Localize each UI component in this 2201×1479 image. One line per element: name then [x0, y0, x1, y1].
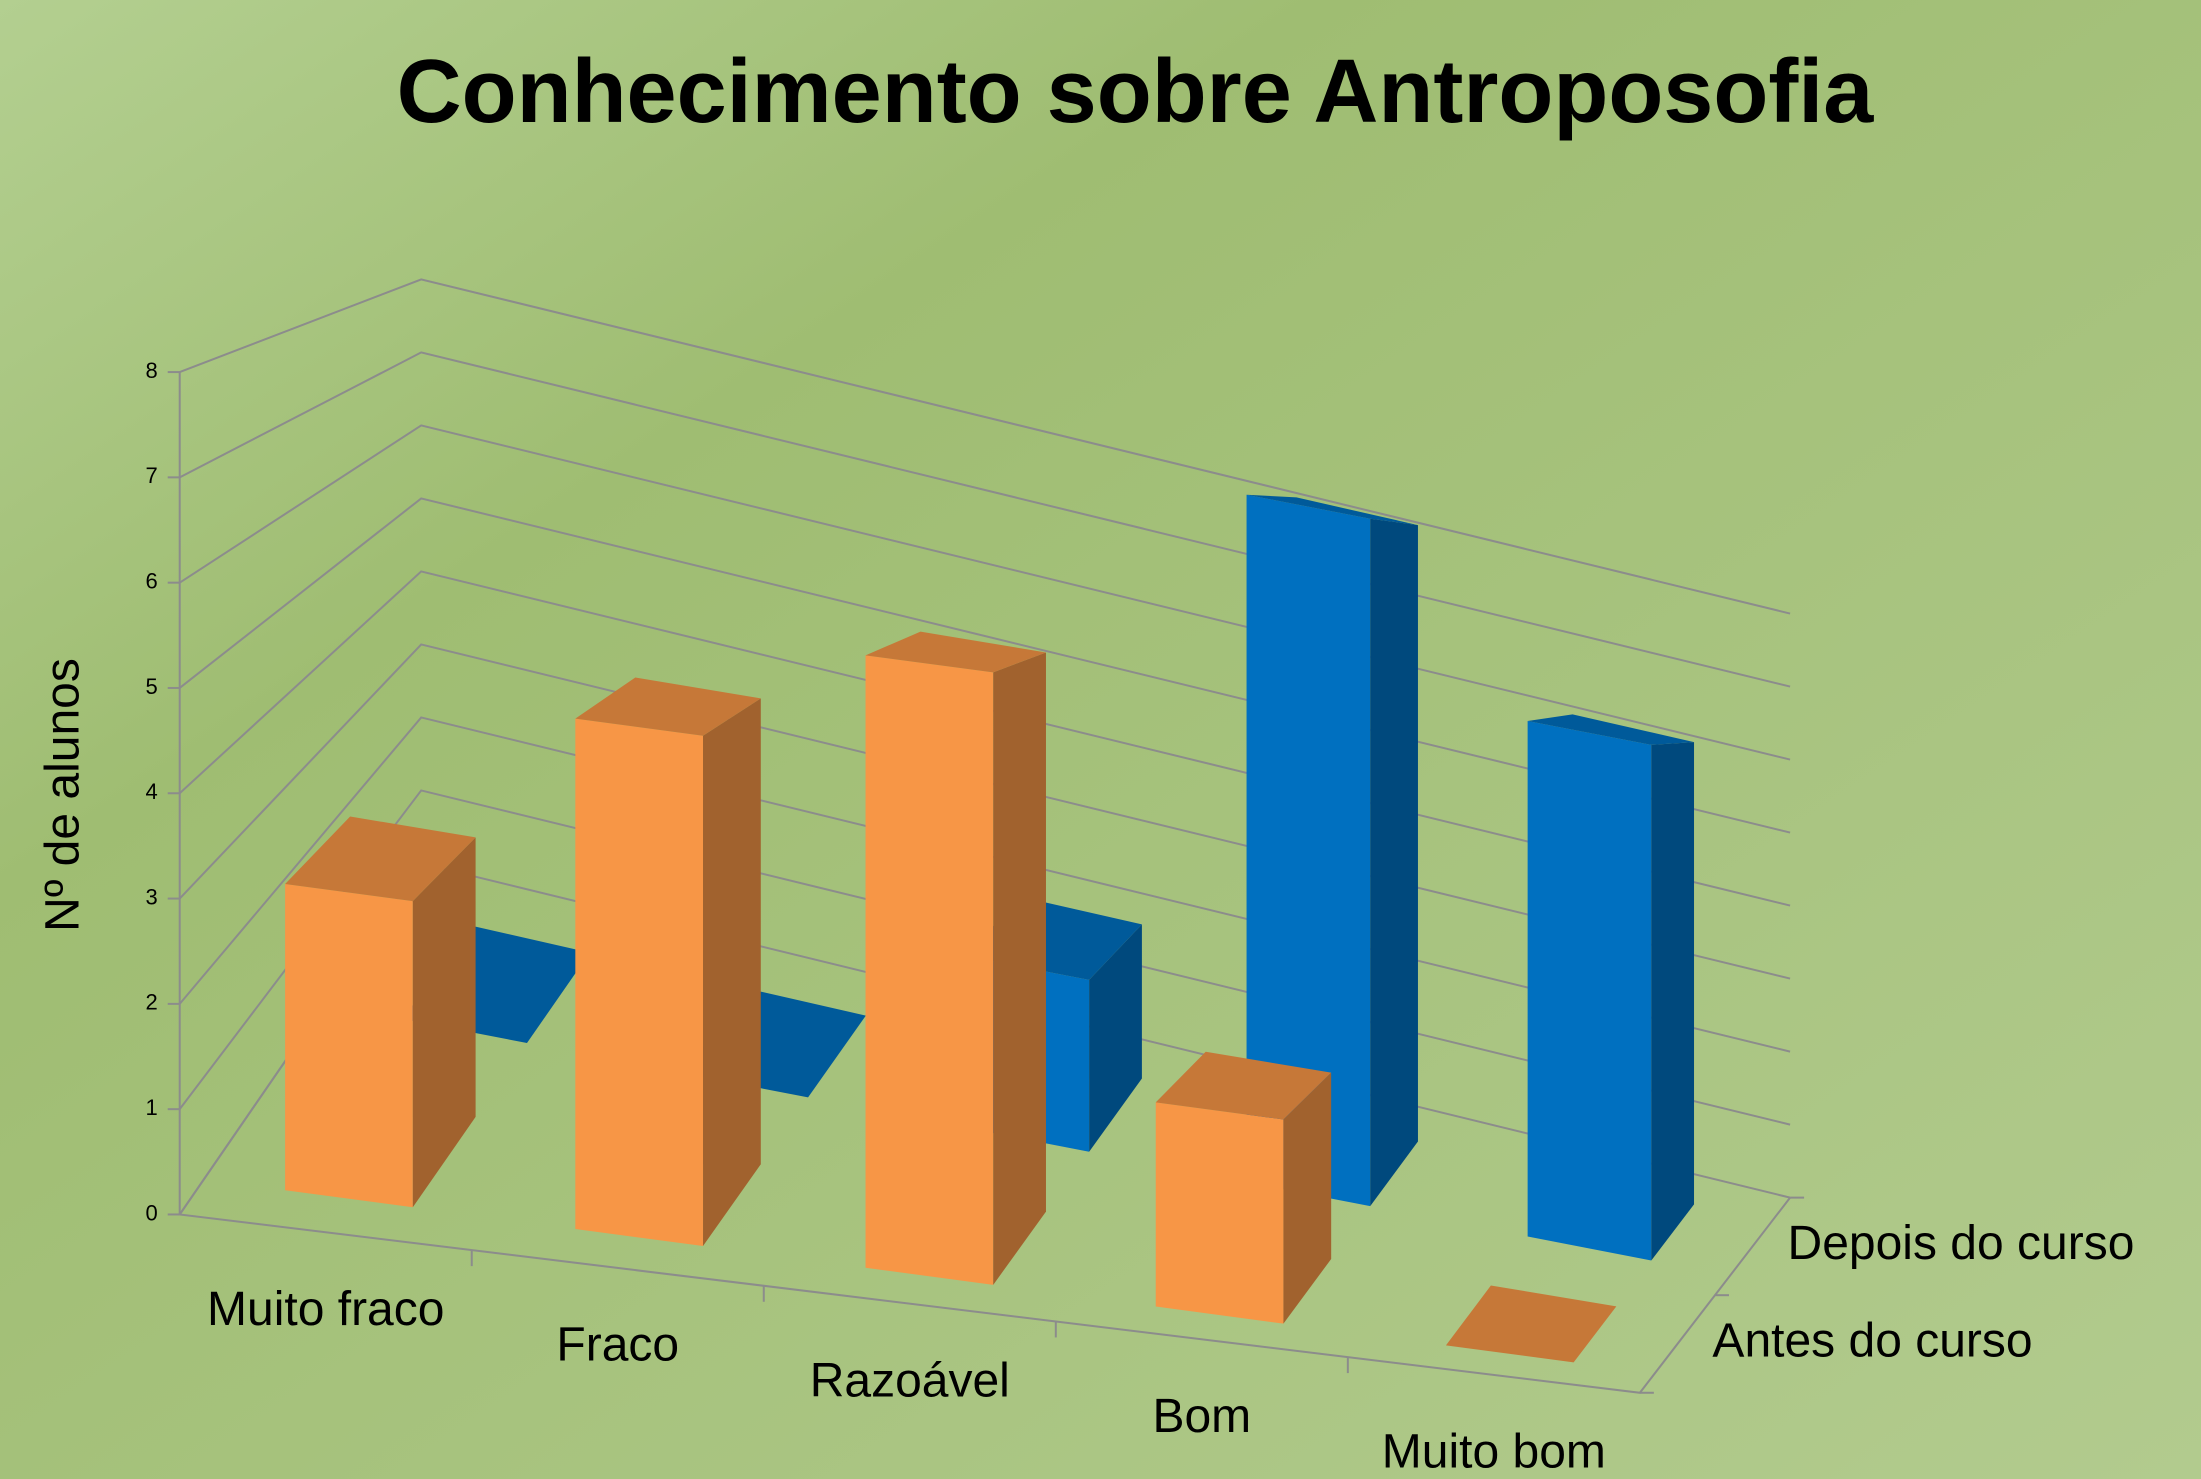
y-tick-label: 8 [145, 358, 157, 383]
bar-top [865, 631, 1046, 673]
bar-front [1527, 720, 1652, 1261]
x-tick-label: Bom [1152, 1390, 1251, 1443]
y-axis-label: Nº de alunos [37, 658, 90, 932]
grid-line [179, 278, 1791, 615]
bar-front [865, 655, 994, 1285]
x-tick-label: Muito fraco [207, 1283, 444, 1336]
y-tick-label: 1 [145, 1095, 157, 1120]
bar-front [285, 884, 413, 1208]
y-tick-label: 2 [145, 990, 157, 1015]
bar-side [1651, 742, 1695, 1261]
bar-top [285, 816, 476, 902]
bar-top [1246, 494, 1418, 526]
y-tick-label: 7 [145, 463, 157, 488]
bar-top [1155, 1051, 1332, 1120]
bar-side [703, 698, 761, 1247]
bar-top [1445, 1285, 1617, 1363]
bar-top [575, 677, 761, 736]
y-tick-label: 4 [145, 779, 157, 804]
y-tick-label: 5 [145, 674, 157, 699]
bar-front [1155, 1102, 1284, 1324]
bar-side [1283, 1072, 1332, 1324]
bar-top [1527, 714, 1695, 745]
bar-side [412, 837, 476, 1208]
chart-title: Conhecimento sobre Antroposofia [397, 42, 1875, 142]
x-tick-label: Razoável [810, 1354, 1010, 1407]
bar-front [575, 718, 704, 1247]
legend-label: Antes do curso [1712, 1315, 2032, 1368]
bar-side [1089, 924, 1142, 1152]
bar-side [993, 652, 1046, 1285]
bar-side [1370, 518, 1418, 1207]
x-tick-label: Fraco [556, 1319, 679, 1372]
y-tick-label: 6 [145, 568, 157, 593]
y-tick-label: 0 [145, 1200, 157, 1225]
x-tick-label: Muito bom [1382, 1426, 1606, 1479]
bar-front [1246, 494, 1371, 1207]
legend-label: Depois do curso [1788, 1217, 2135, 1270]
y-tick-label: 3 [145, 884, 157, 909]
